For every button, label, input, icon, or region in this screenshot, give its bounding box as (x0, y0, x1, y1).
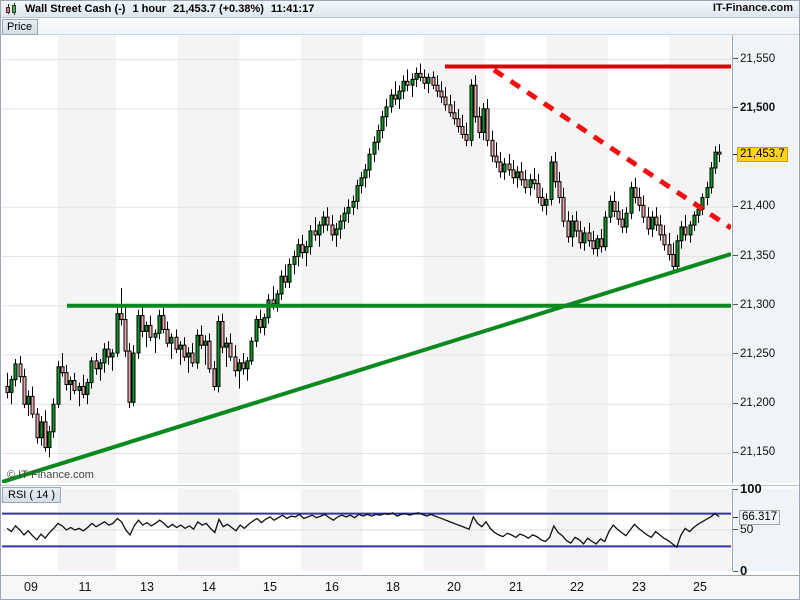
watermark-label: © IT-Finance.com (7, 469, 94, 481)
rsi-value-badge: 66.317 (739, 509, 781, 525)
window-titlebar: Wall Street Cash (-) 1 hour 21,453.7 (+0… (1, 1, 799, 18)
time-tick-label: 23 (632, 580, 646, 594)
rsi-tick-label: 0 (733, 563, 747, 578)
price-axis[interactable]: 21,550 21,500 21,400 21,350 21,300 21,250 21,2… (732, 35, 798, 483)
price-tick-label: 21,550 (733, 53, 775, 65)
rsi-plot-area (2, 489, 731, 571)
rsi-tick-label: 50 (733, 522, 753, 536)
rsi-panel-tag[interactable]: RSI ( 14 ) (2, 487, 62, 503)
rsi-tick-label: 100 (733, 481, 762, 496)
rsi-axis[interactable]: 100 50 0 66.317 (732, 481, 798, 578)
price-tag-bar (1, 19, 799, 35)
downtrend-line (492, 67, 731, 231)
timeframe-label: 1 hour (132, 2, 167, 15)
time-axis[interactable]: 09 11 13 14 15 16 18 20 21 22 23 25 (1, 575, 799, 599)
last-price-tick (733, 154, 738, 156)
price-plot-area: © IT-Finance.com (2, 35, 731, 483)
time-tick-label: 13 (140, 580, 154, 594)
time-tick-label: 14 (202, 580, 216, 594)
time-tick-label: 11 (78, 580, 92, 594)
time-tick-label: 21 (509, 580, 523, 594)
price-tick-label: 21,400 (733, 200, 775, 212)
rsi-chart-svg (2, 489, 731, 571)
price-tick-label: 21,250 (733, 348, 775, 360)
candlestick-icon (5, 3, 18, 15)
price-tick-label: 21,500 (733, 102, 775, 114)
price-tick-label: 21,200 (733, 397, 775, 409)
time-tick-label: 09 (24, 580, 38, 594)
rising-support-line (2, 252, 731, 483)
quote-label: 21,453.7 (+0.38%) (173, 2, 264, 15)
price-panel-tag[interactable]: Price (2, 19, 39, 35)
price-tick-label: 21,150 (733, 446, 775, 458)
price-chart-svg (2, 35, 731, 483)
rsi-panel: RSI ( 14 ) 100 50 0 66.317 (1, 481, 799, 599)
time-tick-label: 20 (447, 580, 461, 594)
time-tick-label: 22 (570, 580, 584, 594)
brand-label: IT-Finance.com (712, 2, 793, 14)
time-tick-label: 25 (693, 580, 707, 594)
price-panel: Price © IT-Finance.com 21,550 21,500 21,40… (1, 18, 799, 484)
time-tick-label: 18 (386, 580, 400, 594)
time-tick-label: 15 (263, 580, 277, 594)
rsi-value-tick (733, 516, 738, 518)
price-tick-label: 21,350 (733, 250, 775, 262)
instrument-name: Wall Street Cash (-) (25, 2, 126, 15)
time-tick-label: 16 (325, 580, 339, 594)
time-label: 11:41:17 (270, 2, 315, 15)
price-tick-label: 21,300 (733, 299, 775, 311)
last-price-badge: 21,453.7 (737, 147, 788, 163)
